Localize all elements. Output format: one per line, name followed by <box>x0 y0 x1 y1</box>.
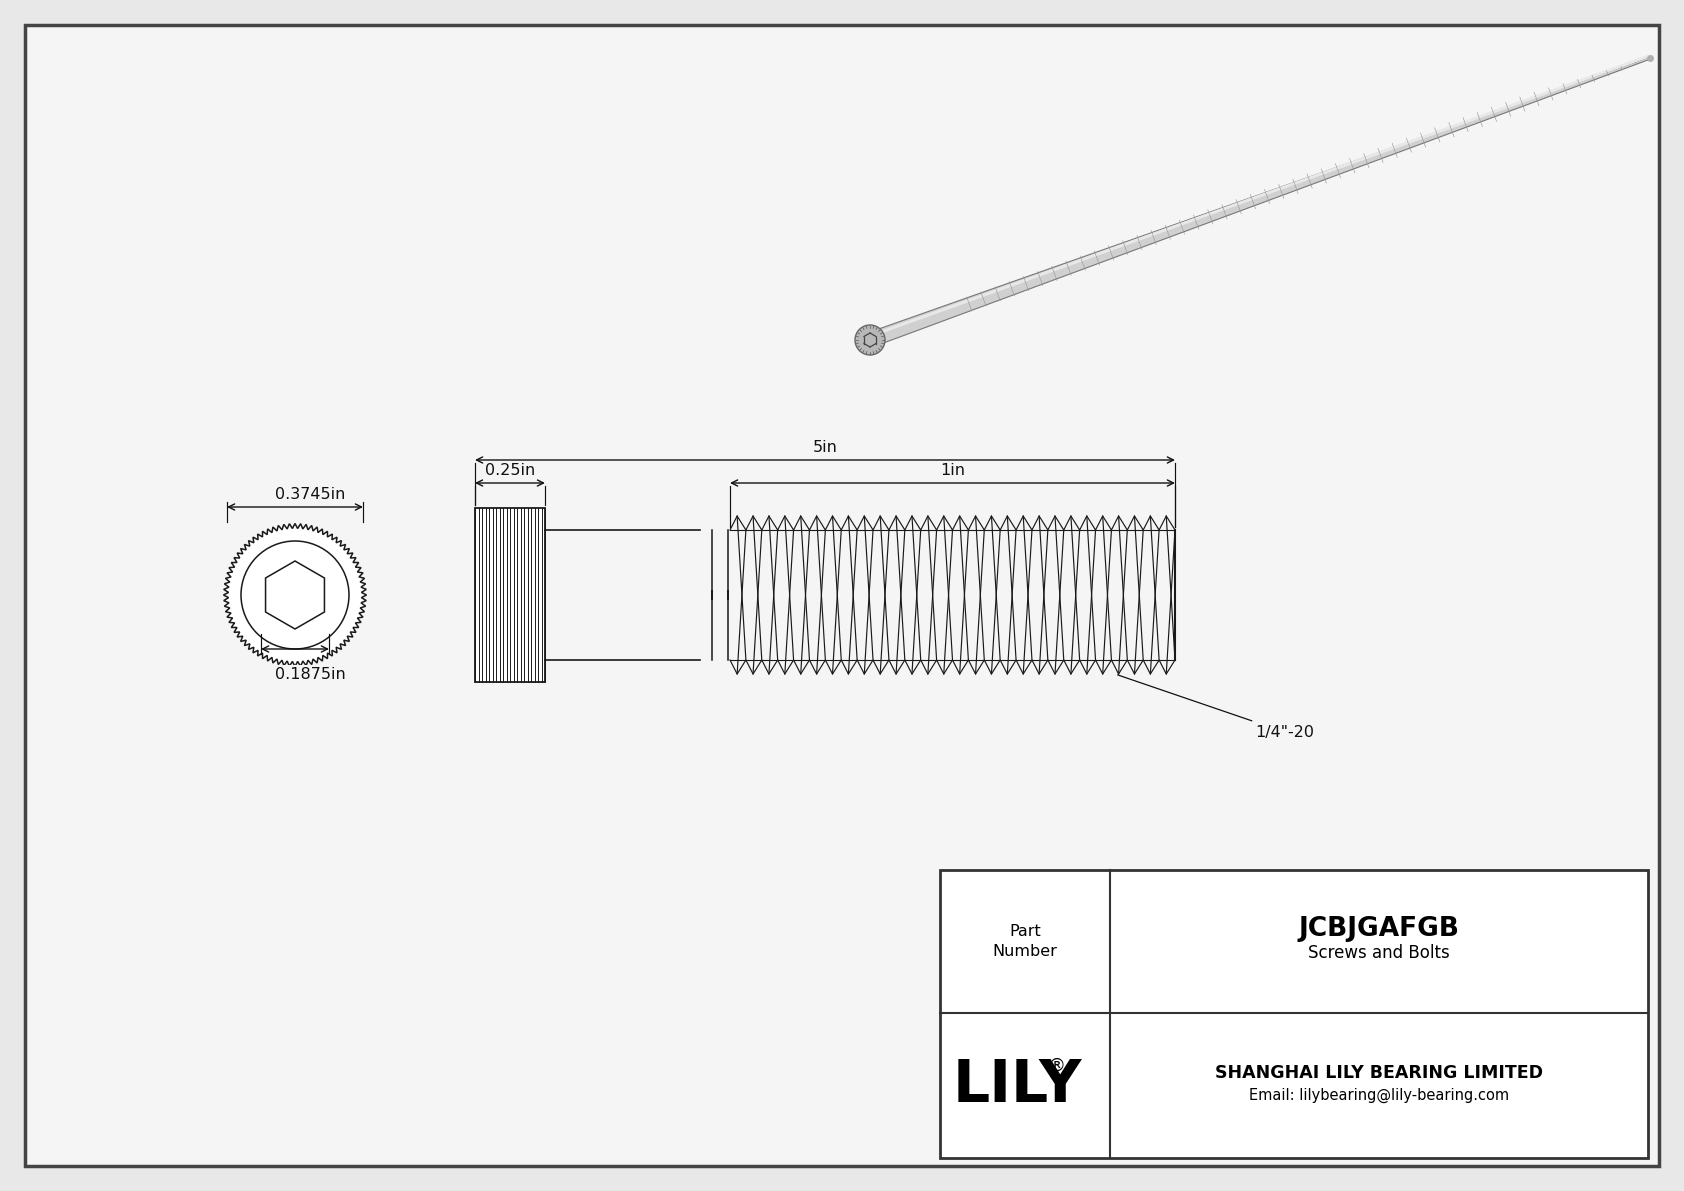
Bar <box>940 869 1649 1158</box>
Polygon shape <box>224 524 367 667</box>
Text: 0.25in: 0.25in <box>485 463 536 478</box>
Text: LILY: LILY <box>953 1056 1081 1114</box>
Text: SHANGHAI LILY BEARING LIMITED: SHANGHAI LILY BEARING LIMITED <box>1214 1065 1543 1083</box>
Text: 0.1875in: 0.1875in <box>274 667 345 682</box>
Text: Email: lilybearing@lily-bearing.com: Email: lilybearing@lily-bearing.com <box>1250 1087 1509 1103</box>
Text: 1in: 1in <box>940 463 965 478</box>
Text: JCBJGAFGB: JCBJGAFGB <box>1298 916 1460 942</box>
Bar <box>475 509 546 682</box>
Text: 0.3745in: 0.3745in <box>274 487 345 501</box>
Polygon shape <box>266 561 325 629</box>
Text: 5in: 5in <box>813 439 837 455</box>
Polygon shape <box>869 55 1650 338</box>
Text: 1/4"-20: 1/4"-20 <box>1118 675 1314 740</box>
Polygon shape <box>867 57 1650 347</box>
Circle shape <box>855 325 886 355</box>
Text: Screws and Bolts: Screws and Bolts <box>1308 944 1450 962</box>
Circle shape <box>241 541 349 649</box>
Text: Part
Number: Part Number <box>992 923 1058 960</box>
Text: ®: ® <box>1047 1056 1066 1074</box>
